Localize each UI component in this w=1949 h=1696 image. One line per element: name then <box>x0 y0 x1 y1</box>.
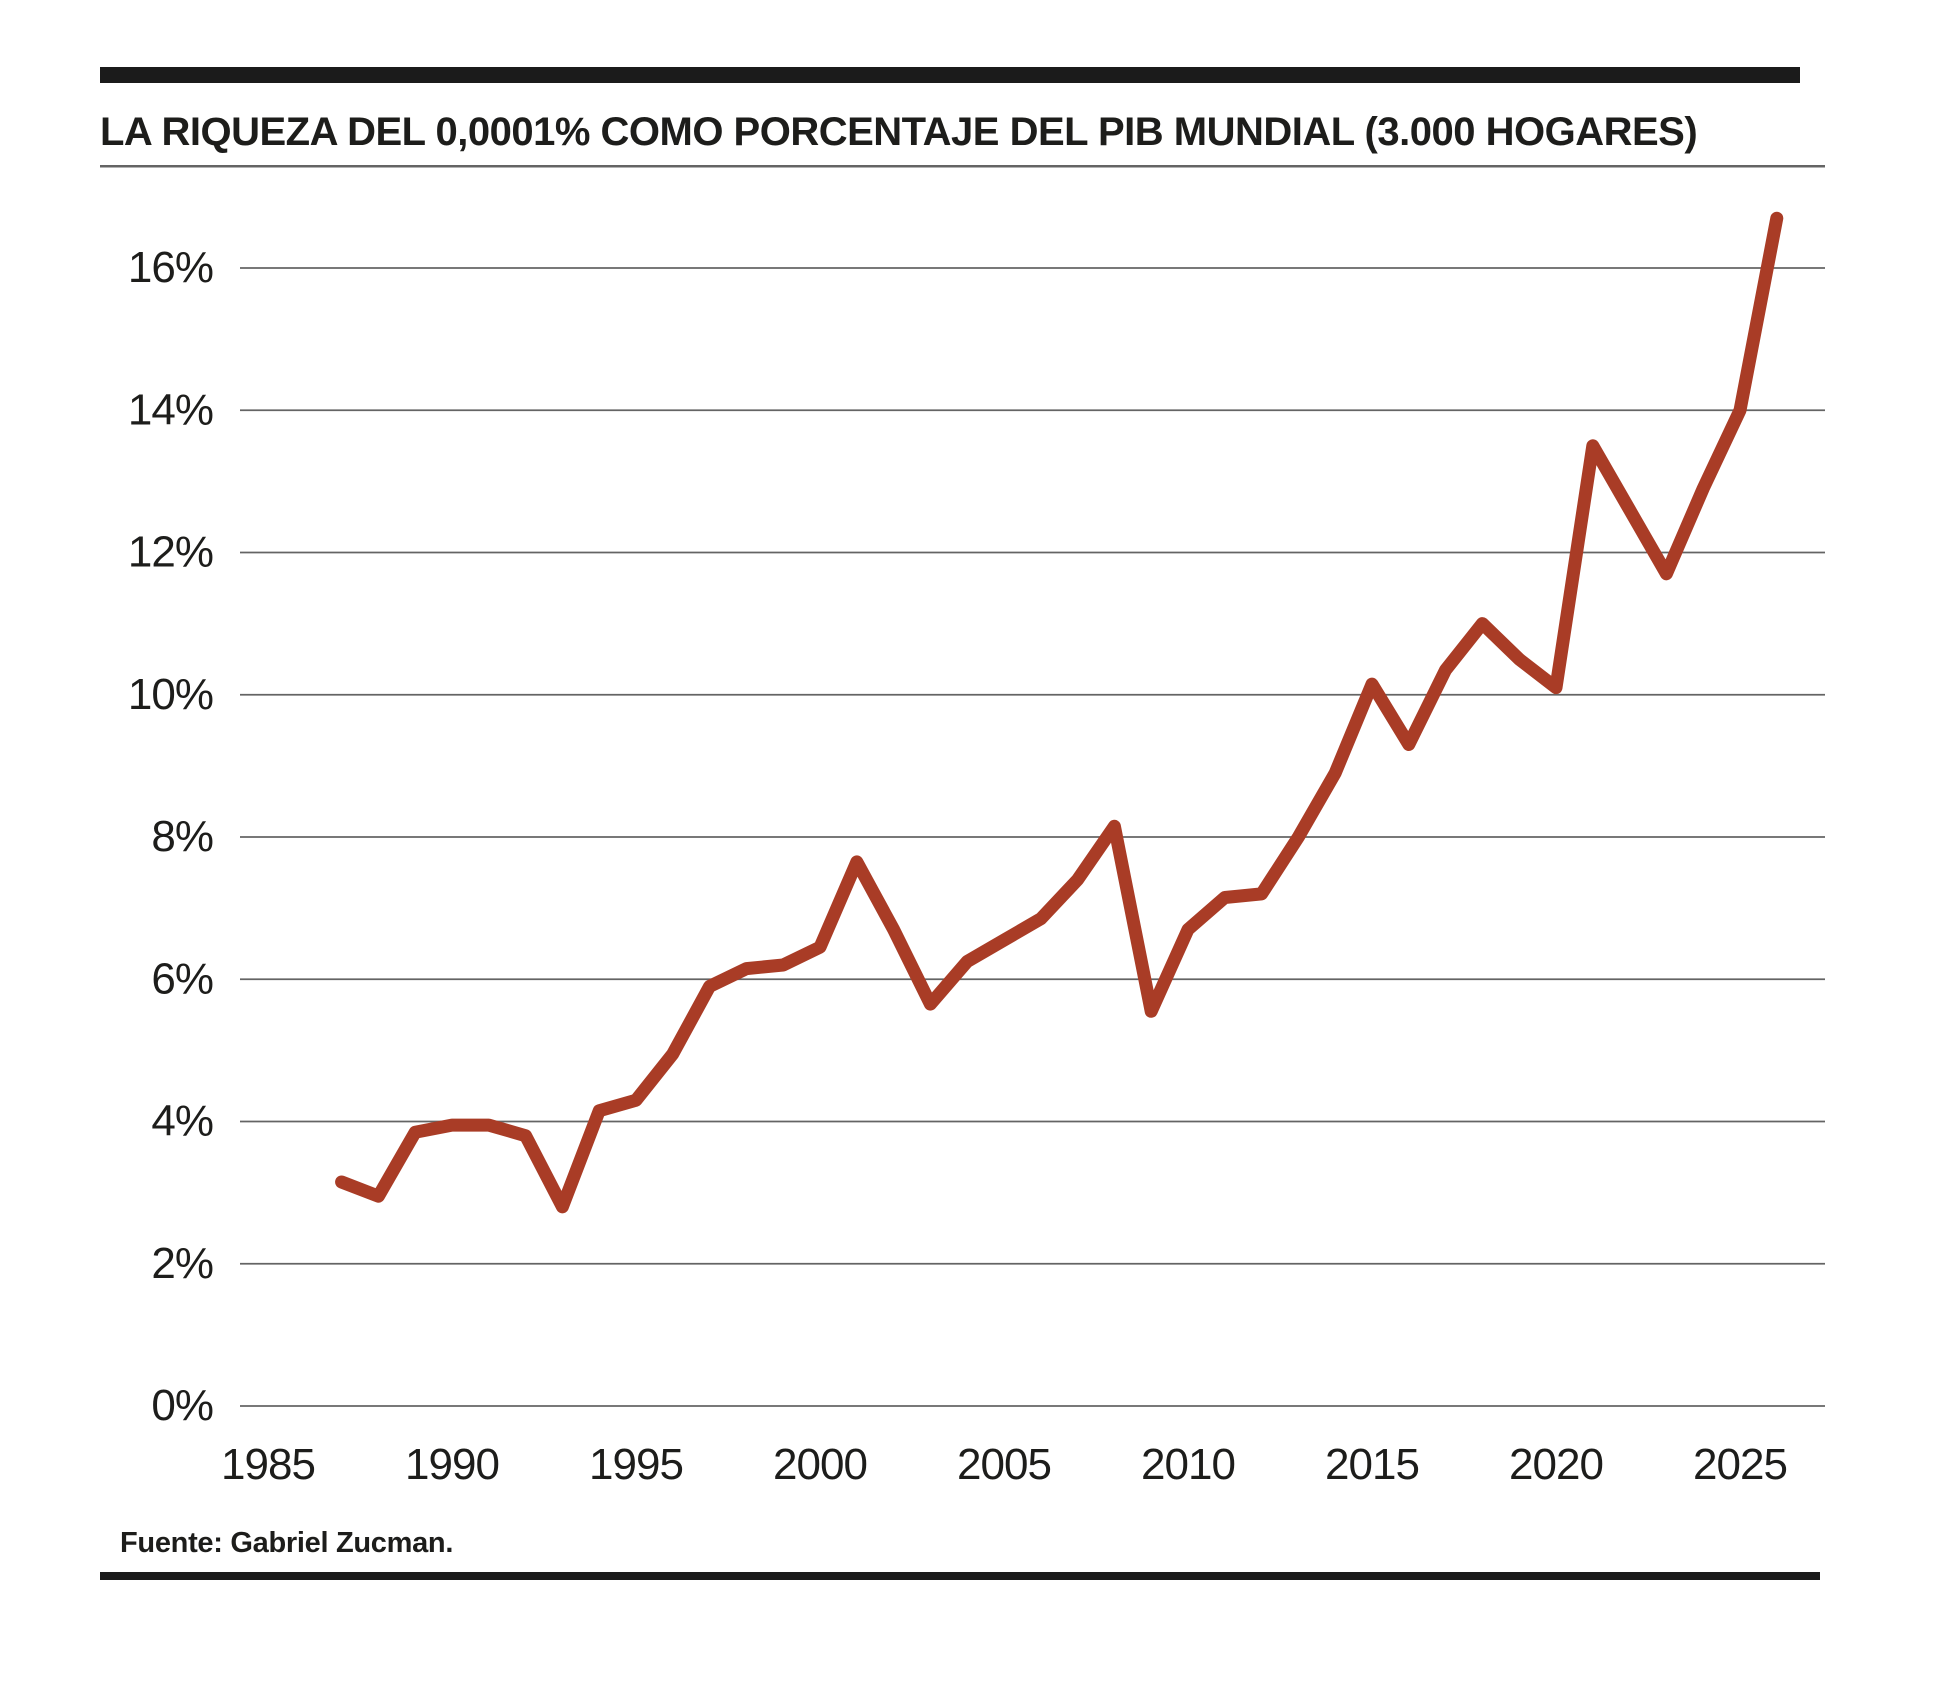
chart-title: LA RIQUEZA DEL 0,0001% COMO PORCENTAJE D… <box>100 110 1697 154</box>
bottom-rule-bar <box>100 1572 1820 1580</box>
y-axis-labels-group: 0% 2% 4% 6% 8% 10% 12% 14% 16% <box>128 243 214 1430</box>
y-axis-label-10pct: 10% <box>128 670 213 719</box>
y-axis-label-4pct: 4% <box>151 1097 213 1146</box>
wealth-share-data-line <box>335 211 1784 1214</box>
x-axis-label-2005: 2005 <box>957 1440 1051 1489</box>
x-axis-label-2020: 2020 <box>1509 1440 1603 1489</box>
x-axis-label-1985: 1985 <box>221 1440 315 1489</box>
y-axis-label-16pct: 16% <box>128 243 213 292</box>
y-axis-label-2pct: 2% <box>151 1239 213 1288</box>
x-axis-label-1995: 1995 <box>589 1440 683 1489</box>
top-rule-bar <box>100 67 1800 83</box>
y-axis-label-14pct: 14% <box>128 385 213 434</box>
y-axis-label-0pct: 0% <box>151 1381 213 1430</box>
y-axis-label-8pct: 8% <box>151 812 213 861</box>
x-axis-labels-group: 1985 1990 1995 2000 2005 2010 2015 2020 2025 <box>221 1440 1788 1489</box>
x-axis-label-2025: 2025 <box>1693 1440 1787 1489</box>
gridlines-group <box>240 267 1825 1407</box>
x-axis-label-2015: 2015 <box>1325 1440 1419 1489</box>
title-underline <box>100 165 1825 168</box>
x-axis-label-2000: 2000 <box>773 1440 867 1489</box>
x-axis-label-2010: 2010 <box>1141 1440 1235 1489</box>
y-axis-label-6pct: 6% <box>151 954 213 1003</box>
y-axis-label-12pct: 12% <box>128 528 213 577</box>
source-note: Fuente: Gabriel Zucman. <box>120 1527 453 1559</box>
x-axis-label-1990: 1990 <box>405 1440 499 1489</box>
